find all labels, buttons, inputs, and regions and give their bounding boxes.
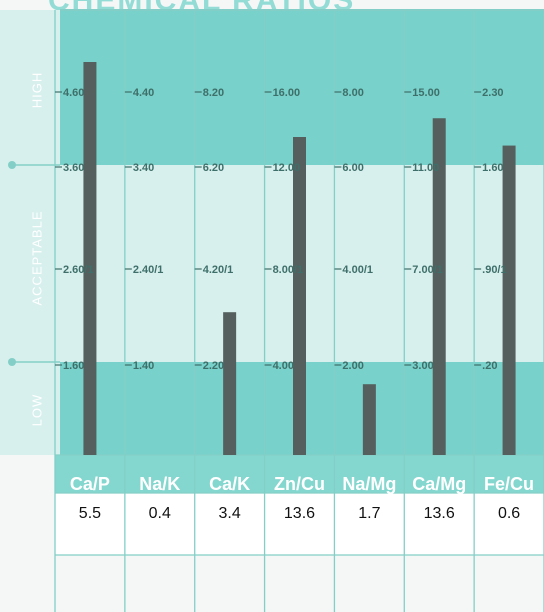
ratio-label: Ca/K — [209, 474, 251, 494]
left-rail — [0, 10, 60, 455]
tick-label: 16.00 — [273, 87, 301, 99]
result-value: 0.4 — [148, 505, 171, 522]
tick-label: 4.00 — [273, 360, 294, 372]
bar-ca-k — [223, 312, 237, 455]
tick-label: 3.40 — [133, 162, 154, 174]
result-value: 5.5 — [78, 505, 102, 522]
tick-label: 4.20/1 — [203, 264, 234, 276]
bar-zn-cu — [293, 137, 306, 455]
zone-label-high: HIGH — [29, 71, 45, 109]
tick-label: 8.20 — [203, 87, 224, 99]
tick-label: 1.60 — [63, 360, 84, 372]
tick-label: 8.00/1 — [273, 264, 304, 276]
tick-label: 1.60 — [482, 162, 503, 174]
ratio-name-row — [55, 455, 544, 493]
tick-label: 11.00 — [412, 162, 439, 174]
zone-label-acceptable: ACCEPTABLE — [29, 210, 45, 306]
tick-label: 2.40/1 — [133, 264, 164, 276]
ratio-label: Ca/P — [69, 474, 110, 494]
ratio-label: Na/K — [139, 474, 181, 494]
tick-label: 7.00/1 — [412, 264, 443, 276]
ratio-label: Zn/Cu — [273, 474, 325, 494]
tick-label: 3.00 — [412, 360, 433, 372]
tick-label: 1.40 — [133, 360, 154, 372]
tick-label: .20 — [482, 360, 497, 372]
bar-ca-p — [83, 62, 97, 455]
ratio-label: Na/Mg — [342, 474, 397, 494]
bar-na-mg — [362, 384, 376, 455]
tick-label: 6.00 — [342, 162, 363, 174]
tick-label: 15.00 — [412, 87, 440, 99]
tick-label: 2.30 — [482, 87, 503, 99]
result-value: 0.6 — [497, 505, 521, 522]
tick-label: 4.40 — [133, 87, 154, 99]
bar-ca-mg — [432, 118, 446, 455]
result-value: 3.4 — [218, 505, 241, 522]
tick-label: 12.00 — [273, 162, 301, 174]
tick-label: 2.60/1 — [63, 264, 94, 276]
tick-label: 8.00 — [342, 87, 363, 99]
zone-label-low: LOW — [29, 393, 45, 427]
tick-label: 2.20 — [203, 360, 224, 372]
result-value: 13.6 — [283, 505, 316, 522]
ratio-label: Ca/Mg — [412, 474, 467, 494]
bar-fe-cu — [502, 145, 516, 456]
results-row — [55, 493, 544, 555]
tick-label: .90/1 — [482, 264, 506, 276]
ratio-label: Fe/Cu — [484, 474, 535, 494]
tick-label: 4.60 — [63, 87, 84, 99]
tick-label: 3.60 — [63, 162, 84, 174]
result-value: 1.7 — [358, 505, 381, 522]
tick-label: 2.00 — [342, 360, 363, 372]
empty-row — [55, 555, 544, 612]
result-value: 13.6 — [423, 505, 455, 522]
tick-label: 6.20 — [203, 162, 224, 174]
tick-label: 4.00/1 — [342, 264, 373, 276]
